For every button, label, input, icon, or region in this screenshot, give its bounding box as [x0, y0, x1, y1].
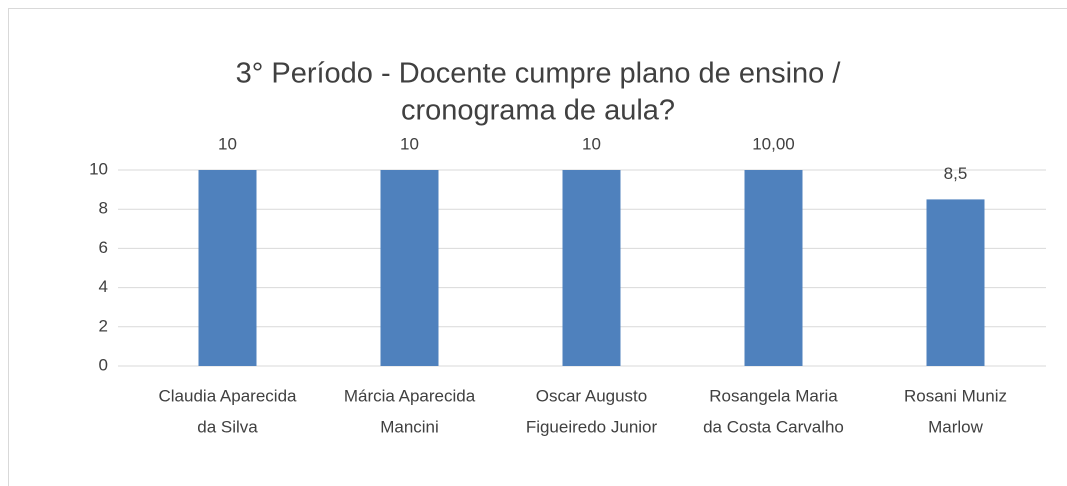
x-tick-label: Claudia Aparecida — [159, 386, 298, 405]
data-label: 10 — [582, 134, 601, 153]
bar — [744, 170, 803, 366]
x-tick-label: Figueiredo Junior — [526, 417, 658, 436]
y-tick-label: 8 — [99, 199, 108, 218]
chart-frame — [8, 8, 1067, 486]
y-tick-label: 4 — [99, 277, 108, 296]
bar — [198, 170, 257, 366]
x-tick-label: da Costa Carvalho — [703, 417, 844, 436]
chart-title: 3° Período - Docente cumpre plano de ens… — [236, 58, 842, 90]
x-tick-label: Márcia Aparecida — [344, 386, 476, 405]
bar — [926, 199, 985, 366]
bar — [380, 170, 439, 366]
x-tick-label: Marlow — [928, 417, 984, 436]
x-tick-label: da Silva — [197, 417, 258, 436]
y-tick-label: 10 — [89, 159, 108, 178]
y-tick-label: 2 — [99, 316, 108, 335]
y-tick-label: 0 — [99, 355, 108, 374]
y-tick-label: 6 — [99, 238, 108, 257]
data-label: 10,00 — [752, 134, 795, 153]
x-tick-label: Rosangela Maria — [709, 386, 838, 405]
x-tick-label: Rosani Muniz — [904, 386, 1007, 405]
x-tick-label: Oscar Augusto — [536, 386, 648, 405]
data-label: 10 — [400, 134, 419, 153]
x-tick-label: Mancini — [380, 417, 439, 436]
chart-title: cronograma de aula? — [401, 95, 675, 127]
data-label: 8,5 — [944, 164, 968, 183]
data-label: 10 — [218, 134, 237, 153]
bar — [562, 170, 621, 366]
